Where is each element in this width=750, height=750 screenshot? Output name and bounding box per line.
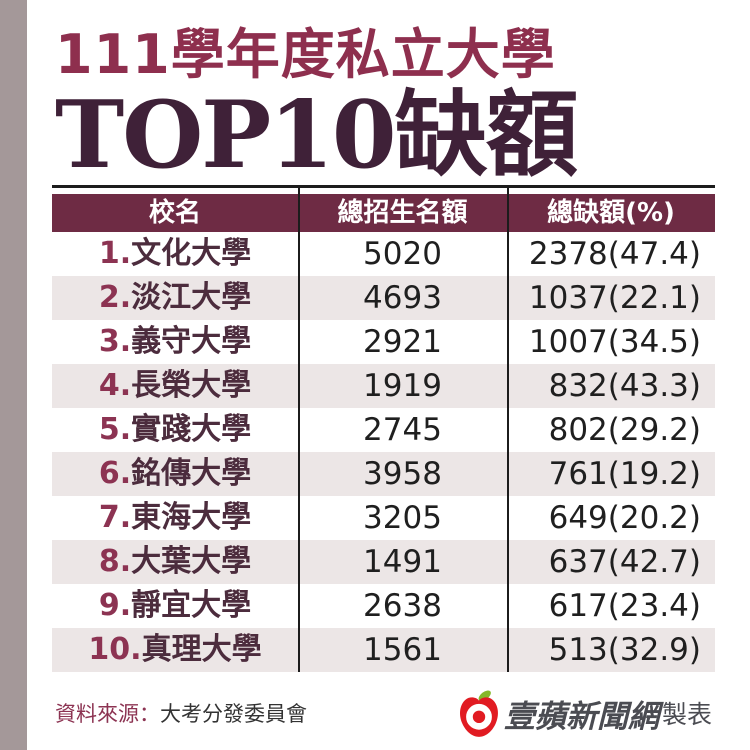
column-divider-2 <box>507 188 509 672</box>
school-cell: 10.真理大學 <box>52 628 298 672</box>
school-cell: 4.長榮大學 <box>52 364 298 408</box>
rank-label: 7. <box>98 500 132 535</box>
vacancy-table: 校名 總招生名額 總缺額(%) 1.文化大學 5020 2378(47.4) 2… <box>52 185 715 672</box>
school-name: 靜宜大學 <box>131 588 252 623</box>
quota-cell: 2921 <box>363 324 442 360</box>
school-cell: 1.文化大學 <box>52 232 298 276</box>
table-row: 3.義守大學 2921 1007(34.5) <box>52 320 715 364</box>
school-cell: 5.實踐大學 <box>52 408 298 452</box>
quota-cell: 2745 <box>363 412 442 448</box>
table-row: 1.文化大學 5020 2378(47.4) <box>52 232 715 276</box>
school-cell: 3.義守大學 <box>52 320 298 364</box>
quota-cell: 5020 <box>363 236 442 272</box>
vacancy-cell: 1037(22.1) <box>528 280 701 316</box>
header-vacancy: 總缺額(%) <box>547 198 675 228</box>
school-cell: 8.大葉大學 <box>52 540 298 584</box>
quota-cell: 1491 <box>363 544 442 580</box>
vacancy-cell: 649(20.2) <box>548 500 701 536</box>
column-divider-1 <box>298 188 300 672</box>
school-name: 淡江大學 <box>131 280 252 315</box>
school-name: 長榮大學 <box>131 368 252 403</box>
rank-label: 1. <box>98 236 132 271</box>
page-title: TOP10缺額 <box>55 80 579 190</box>
table-row: 7.東海大學 3205 649(20.2) <box>52 496 715 540</box>
vacancy-cell: 617(23.4) <box>548 588 701 624</box>
quota-cell: 3958 <box>363 456 442 492</box>
vacancy-cell: 513(32.9) <box>548 632 701 668</box>
school-name: 文化大學 <box>131 236 252 271</box>
header-school: 校名 <box>148 198 201 228</box>
source-value: 大考分發委員會 <box>160 702 307 726</box>
school-name: 義守大學 <box>131 324 252 359</box>
vacancy-cell: 802(29.2) <box>548 412 701 448</box>
school-cell: 9.靜宜大學 <box>52 584 298 628</box>
rank-label: 6. <box>98 456 132 491</box>
rank-label: 4. <box>98 368 132 403</box>
rank-label: 8. <box>98 544 132 579</box>
title-block: 111學年度私立大學 TOP10缺額 <box>55 23 579 190</box>
rank-label: 3. <box>98 324 132 359</box>
table-row: 5.實踐大學 2745 802(29.2) <box>52 408 715 452</box>
quota-cell: 3205 <box>363 500 442 536</box>
school-name: 實踐大學 <box>131 412 252 447</box>
table-header-row: 校名 總招生名額 總缺額(%) <box>52 194 715 232</box>
rank-label: 2. <box>98 280 132 315</box>
school-name: 真理大學 <box>141 632 262 667</box>
rank-label: 9. <box>98 588 132 623</box>
table-row: 6.銘傳大學 3958 761(19.2) <box>52 452 715 496</box>
data-source-note: 資料來源：大考分發委員會 <box>55 698 307 728</box>
left-accent-stripe <box>0 0 27 750</box>
title-subtitle: 111學年度私立大學 <box>55 23 556 86</box>
header-quota: 總招生名額 <box>337 198 468 228</box>
footer: 資料來源：大考分發委員會 壹蘋新聞網 製表 <box>55 688 712 738</box>
table-row: 9.靜宜大學 2638 617(23.4) <box>52 584 715 628</box>
table-body: 1.文化大學 5020 2378(47.4) 2.淡江大學 4693 1037(… <box>52 232 715 672</box>
source-label: 資料來源： <box>55 702 160 726</box>
school-cell: 2.淡江大學 <box>52 276 298 320</box>
logo-name: 壹蘋新聞網 <box>503 698 659 735</box>
vacancy-cell: 637(42.7) <box>548 544 701 580</box>
table-row: 10.真理大學 1561 513(32.9) <box>52 628 715 672</box>
quota-cell: 1561 <box>363 632 442 668</box>
quota-cell: 4693 <box>363 280 442 316</box>
vacancy-cell: 832(43.3) <box>548 368 701 404</box>
school-name: 銘傳大學 <box>131 456 252 491</box>
logo-suffix: 製表 <box>661 700 712 729</box>
vacancy-cell: 1007(34.5) <box>528 324 701 360</box>
school-name: 大葉大學 <box>131 544 252 579</box>
vacancy-cell: 2378(47.4) <box>528 236 701 272</box>
table-row: 4.長榮大學 1919 832(43.3) <box>52 364 715 408</box>
table-row: 8.大葉大學 1491 637(42.7) <box>52 540 715 584</box>
apple-logo-icon <box>458 688 500 738</box>
rank-label: 10. <box>88 632 142 667</box>
school-cell: 7.東海大學 <box>52 496 298 540</box>
school-name: 東海大學 <box>131 500 252 535</box>
rank-label: 5. <box>98 412 132 447</box>
vacancy-cell: 761(19.2) <box>548 456 701 492</box>
school-cell: 6.銘傳大學 <box>52 452 298 496</box>
table-row: 2.淡江大學 4693 1037(22.1) <box>52 276 715 320</box>
quota-cell: 2638 <box>363 588 442 624</box>
news-logo: 壹蘋新聞網 製表 <box>458 688 712 738</box>
quota-cell: 1919 <box>363 368 442 404</box>
